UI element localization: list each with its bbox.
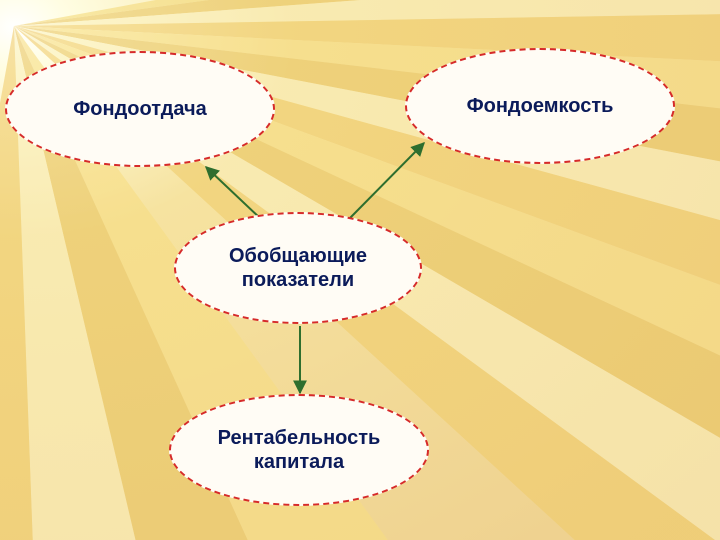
- node-center-label: Обобщающие показатели: [229, 244, 367, 292]
- node-bottom-label: Рентабельность капитала: [218, 426, 381, 474]
- edge-center-topright: [350, 143, 424, 218]
- node-bottom: Рентабельность капитала: [169, 394, 429, 506]
- node-top-left: Фондоотдача: [5, 51, 275, 167]
- node-center: Обобщающие показатели: [174, 212, 422, 324]
- edge-center-topleft: [206, 167, 262, 220]
- node-top-left-label: Фондоотдача: [73, 97, 207, 121]
- node-top-right: Фондоемкость: [405, 48, 675, 164]
- node-top-right-label: Фондоемкость: [467, 94, 614, 118]
- diagram-canvas: Фондоотдача Фондоемкость Обобщающие пока…: [0, 0, 720, 540]
